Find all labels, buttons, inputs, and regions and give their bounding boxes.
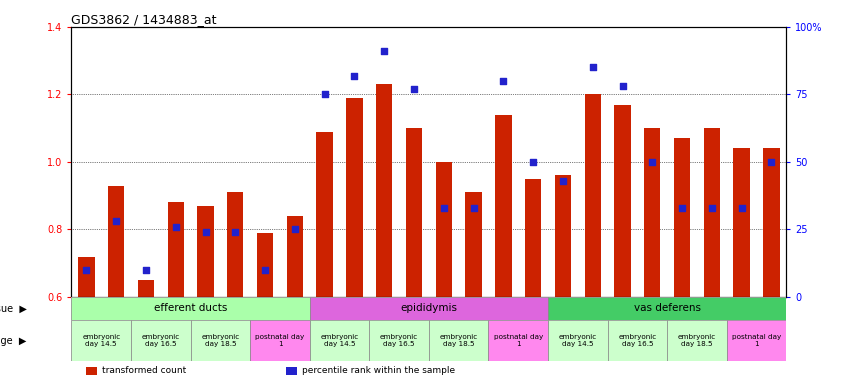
Point xyxy=(556,178,569,184)
Point xyxy=(80,267,93,273)
Point xyxy=(140,267,153,273)
Text: postnatal day
1: postnatal day 1 xyxy=(256,334,304,347)
Text: transformed count: transformed count xyxy=(102,366,186,375)
Bar xyxy=(584,94,601,297)
Bar xyxy=(607,320,667,361)
Point xyxy=(467,205,480,211)
Bar xyxy=(674,138,690,297)
Bar xyxy=(257,233,273,297)
Bar xyxy=(198,206,214,297)
Bar xyxy=(78,257,94,297)
Bar xyxy=(191,320,251,361)
Text: embryonic
day 16.5: embryonic day 16.5 xyxy=(618,334,657,347)
Text: GDS3862 / 1434883_at: GDS3862 / 1434883_at xyxy=(71,13,217,26)
Point xyxy=(705,205,718,211)
Point xyxy=(735,205,748,211)
Point xyxy=(347,73,361,79)
Bar xyxy=(251,320,309,361)
Bar xyxy=(495,115,511,297)
Bar xyxy=(138,280,154,297)
Bar xyxy=(108,185,124,297)
Point xyxy=(586,65,600,71)
Bar xyxy=(86,367,97,376)
Text: embryonic
day 18.5: embryonic day 18.5 xyxy=(440,334,478,347)
Bar xyxy=(346,98,362,297)
Text: embryonic
day 14.5: embryonic day 14.5 xyxy=(320,334,358,347)
Bar xyxy=(555,175,571,297)
Point xyxy=(407,86,420,92)
Text: embryonic
day 14.5: embryonic day 14.5 xyxy=(82,334,120,347)
Point xyxy=(169,224,182,230)
Point xyxy=(764,159,778,165)
Text: embryonic
day 14.5: embryonic day 14.5 xyxy=(558,334,597,347)
Text: efferent ducts: efferent ducts xyxy=(154,303,227,313)
Bar xyxy=(667,320,727,361)
Point xyxy=(229,229,242,235)
Point xyxy=(526,159,540,165)
Point xyxy=(198,229,212,235)
Bar xyxy=(406,128,422,297)
Bar xyxy=(167,202,184,297)
Bar xyxy=(316,132,333,297)
Text: embryonic
day 18.5: embryonic day 18.5 xyxy=(678,334,716,347)
Bar xyxy=(429,320,489,361)
Point xyxy=(437,205,451,211)
Text: postnatal day
1: postnatal day 1 xyxy=(494,334,543,347)
Bar xyxy=(489,320,548,361)
Point xyxy=(378,48,391,54)
Point xyxy=(675,205,689,211)
Point xyxy=(497,78,510,84)
Text: epididymis: epididymis xyxy=(400,303,458,313)
Bar xyxy=(727,320,786,361)
Bar xyxy=(644,128,660,297)
Text: embryonic
day 16.5: embryonic day 16.5 xyxy=(380,334,418,347)
Bar xyxy=(525,179,542,297)
Bar xyxy=(71,320,131,361)
Bar xyxy=(131,320,191,361)
Text: percentile rank within the sample: percentile rank within the sample xyxy=(302,366,455,375)
Bar xyxy=(548,320,607,361)
Text: postnatal day
1: postnatal day 1 xyxy=(732,334,781,347)
Bar xyxy=(733,149,750,297)
Bar xyxy=(309,297,548,320)
Point xyxy=(288,227,302,233)
Text: embryonic
day 18.5: embryonic day 18.5 xyxy=(201,334,240,347)
Bar xyxy=(436,162,452,297)
Bar xyxy=(369,320,429,361)
Point xyxy=(258,267,272,273)
Point xyxy=(109,218,123,225)
Point xyxy=(318,91,331,98)
Text: embryonic
day 16.5: embryonic day 16.5 xyxy=(142,334,180,347)
Bar xyxy=(286,367,297,376)
Point xyxy=(616,83,629,89)
Bar xyxy=(227,192,244,297)
Bar xyxy=(764,149,780,297)
Text: tissue  ▶: tissue ▶ xyxy=(0,303,27,313)
Text: development stage  ▶: development stage ▶ xyxy=(0,336,27,346)
Bar xyxy=(309,320,369,361)
Bar xyxy=(704,128,720,297)
Point xyxy=(646,159,659,165)
Bar xyxy=(548,297,786,320)
Bar xyxy=(287,216,303,297)
Bar xyxy=(614,104,631,297)
Bar xyxy=(465,192,482,297)
Text: vas deferens: vas deferens xyxy=(633,303,701,313)
Bar xyxy=(71,297,309,320)
Bar xyxy=(376,84,393,297)
